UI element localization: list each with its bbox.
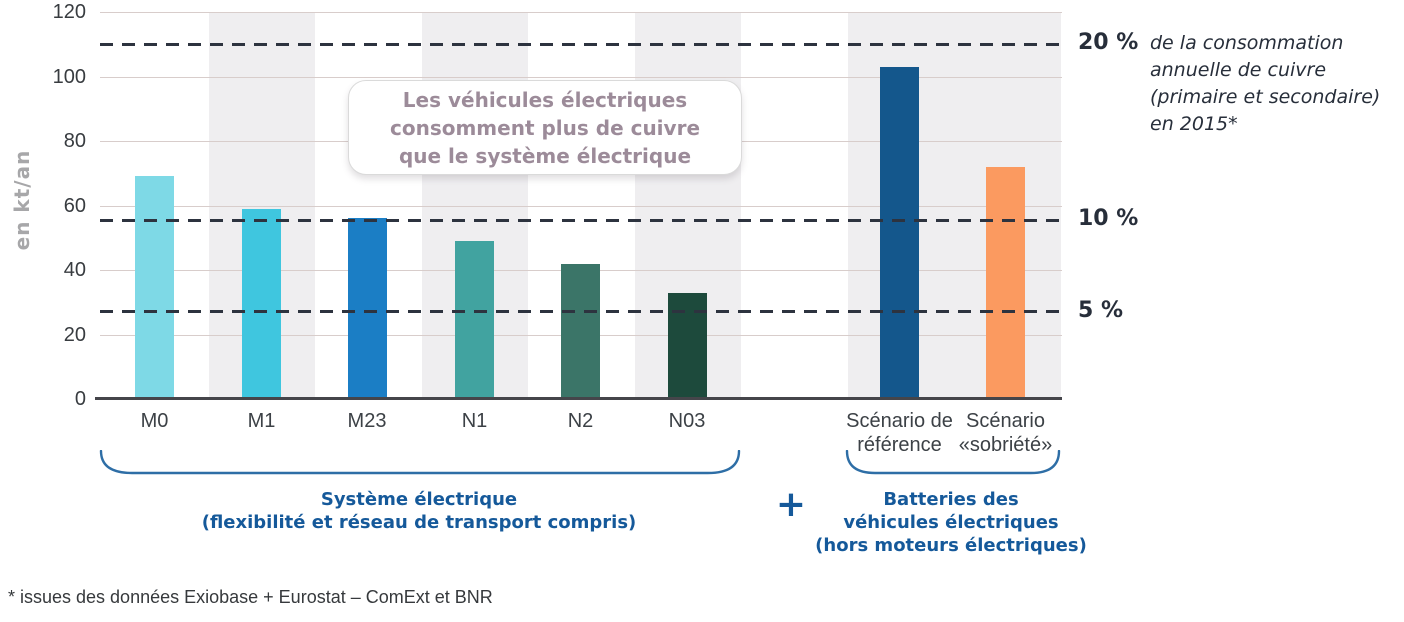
x-tick-label-line: N2 [567,410,594,432]
reference-note-line: annuelle de cuivre [1150,59,1327,81]
x-tick-label: Scénario de référence [825,409,975,457]
annotation-line: que le système électrique [398,143,692,168]
reference-line-5% [100,310,1062,314]
reference-line-10% [100,218,1062,222]
x-tick-label-line: N1 [461,410,488,432]
x-tick-label-line: N03 [668,410,706,432]
bar-n1 [455,240,494,399]
left-group-brace [99,450,741,475]
x-tick-label-line: M0 [140,410,169,432]
bar-n03 [667,292,707,399]
x-tick-label: Scénario «sobriété» [931,409,1081,457]
x-tick-label-line: M1 [247,410,276,432]
bar-m1 [242,208,281,399]
reference-line-label-20: 20 % [1078,30,1139,55]
x-tick-label: N03 [612,409,762,433]
reference-note-line: (primaire et secondaire) [1150,86,1381,108]
x-axis-line [95,397,1062,400]
group-label-line: (hors moteurs électriques) [815,535,1087,556]
x-tick-label-line: Scénario de [846,410,953,432]
x-tick-label-line: Scénario [966,410,1045,432]
y-tick-label: 80 [63,130,86,152]
bar-m0 [135,176,174,399]
plot-area [100,12,1062,399]
plus-symbol: + [775,484,807,525]
y-tick-label: 20 [63,323,86,346]
x-tick-label-line: référence [857,434,942,456]
gridline [100,205,1062,207]
gridline [100,12,1062,13]
group-label-line: véhicules électriques [843,512,1059,533]
bar-n2 [561,263,600,399]
right-group-brace [845,450,1061,475]
x-tick-label: N1 [400,409,550,433]
group-label-line: Système électrique [320,489,518,510]
bar-scénario-«sobriété» [986,166,1025,399]
group-label-line: (flexibilité et réseau de transport comp… [201,512,637,533]
reference-note: de la consommation annuelle de cuivre (p… [1150,30,1402,138]
footnote: * issues des données Exiobase + Eurostat… [8,587,493,607]
reference-note-line: en 2015* [1150,113,1238,135]
reference-line-label-10: 10 % [1078,206,1139,231]
group-label-ev-batteries: Batteries des véhicules électriques (hor… [801,488,1101,557]
gridline [100,76,1062,78]
bar-scénario-de-référence [880,66,919,399]
group-label-line: Batteries des [883,489,1019,510]
x-tick-label: N2 [506,409,656,433]
y-tick-label: 100 [52,65,86,88]
y-tick-label: 40 [63,259,86,281]
annotation-line: Les véhicules électriques [402,87,688,112]
x-tick-label: M23 [292,409,442,433]
x-tick-label-line: «sobriété» [958,434,1053,456]
annotation-callout: Les véhicules électriques consomment plu… [348,80,742,175]
reference-note-line: de la consommation [1150,32,1344,54]
y-tick-label: 60 [63,194,86,217]
reference-line-20% [100,42,1062,46]
y-tick-label: 120 [52,1,86,23]
x-tick-label: M0 [80,409,230,433]
group-label-electric-system: Système électrique (flexibilité et résea… [169,488,669,534]
reference-line-label-5: 5 % [1078,298,1124,323]
y-tick-label: 0 [74,388,86,410]
bar-m23 [347,218,387,399]
x-tick-label-line: M23 [347,410,387,432]
annotation-line: consomment plus de cuivre [389,115,701,140]
x-tick-label: M1 [187,409,337,433]
